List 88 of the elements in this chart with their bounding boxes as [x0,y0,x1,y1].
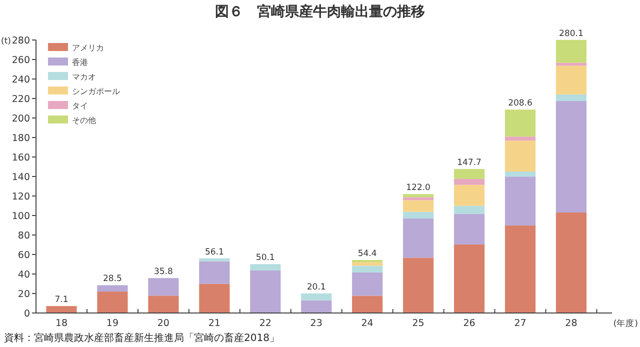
bar [403,218,434,258]
bar [454,244,485,313]
x-tick-label: 24 [361,318,374,329]
bar [556,101,587,212]
y-tick-label: 140 [12,172,30,183]
bar [454,178,485,185]
x-tick-label: 18 [55,318,68,329]
y-tick-label: 280 [12,36,30,46]
x-axis-title: (年度) [613,318,638,329]
bar [403,200,434,212]
bar [454,206,485,214]
total-label: 147.7 [457,158,482,168]
chart-title: 図６ 宮崎県産牛肉輸出量の推移 [215,3,425,20]
x-tick-label: 21 [208,318,220,329]
bar [403,197,434,200]
bar [556,212,587,313]
bar [504,225,536,313]
legend-label: タイ [72,102,88,110]
total-label: 35.8 [154,267,173,278]
y-tick-label: 260 [12,55,30,66]
bar [352,266,383,272]
total-label: 208.6 [508,98,532,109]
bar [46,306,77,313]
bar [504,140,536,172]
bar [556,40,587,63]
bar [250,264,281,270]
bar [504,172,536,177]
y-tick-label: 120 [12,192,30,202]
bar [403,212,434,219]
x-tick-label: 25 [412,318,424,329]
y-tick-label: 220 [12,94,30,105]
total-label: 56.1 [204,247,224,258]
bar [504,110,536,137]
y-tick-label: 180 [12,133,30,144]
x-tick-label: 19 [106,318,119,329]
bar [199,261,230,284]
bar [352,260,383,262]
y-tick-label: 0 [24,308,30,320]
bar [199,284,230,313]
legend-label: マカオ [72,72,96,82]
x-tick-label: 26 [463,318,476,329]
legend-label: アメリカ [72,44,104,52]
legend-label: その他 [72,116,96,125]
bar [97,292,128,313]
bar [556,94,587,102]
y-tick-label: 100 [12,211,30,222]
bar [352,272,383,296]
bar [403,194,434,198]
text: 資料：宮崎県農政水産部畜産新生推進局「宮崎の畜産2018」 [4,332,280,344]
bar [250,270,281,313]
bar [454,214,485,244]
total-label: 28.5 [102,274,122,284]
bar [301,300,332,313]
bar [148,278,179,296]
total-label: 122.0 [406,183,430,194]
x-tick-label: 20 [157,318,170,329]
bar [454,184,485,206]
x-tick-label: 23 [310,318,322,329]
total-label: 7.1 [54,295,68,306]
legend-label: シンガポール [72,87,120,96]
bar [556,62,587,66]
y-tick-label: 160 [12,152,30,164]
bar [556,66,587,94]
total-label: 280.1 [559,28,584,39]
bar [301,293,332,300]
x-tick-label: 28 [565,318,578,329]
total-label: 20.1 [306,282,326,292]
x-tick-label: 22 [259,318,272,329]
bar [199,258,230,262]
bar [352,262,383,266]
y-tick-label: 200 [12,114,30,124]
y-tick-label: 40 [18,270,30,280]
bar [352,296,383,313]
y-tick-label: 20 [18,289,30,300]
bar [148,296,179,313]
y-tick-label: 60 [18,250,30,261]
y-tick-label: 240 [12,74,30,86]
y-tick-label: 80 [18,230,30,242]
y-axis-title: (t) [1,36,11,46]
bar [454,168,485,179]
legend-label: 香港 [72,58,88,67]
bar [504,136,536,141]
bar [504,176,536,226]
x-tick-label: 27 [514,318,526,329]
bar [97,285,128,292]
total-label: 54.4 [358,248,377,259]
bar [403,258,434,313]
total-label: 50.1 [256,253,275,264]
